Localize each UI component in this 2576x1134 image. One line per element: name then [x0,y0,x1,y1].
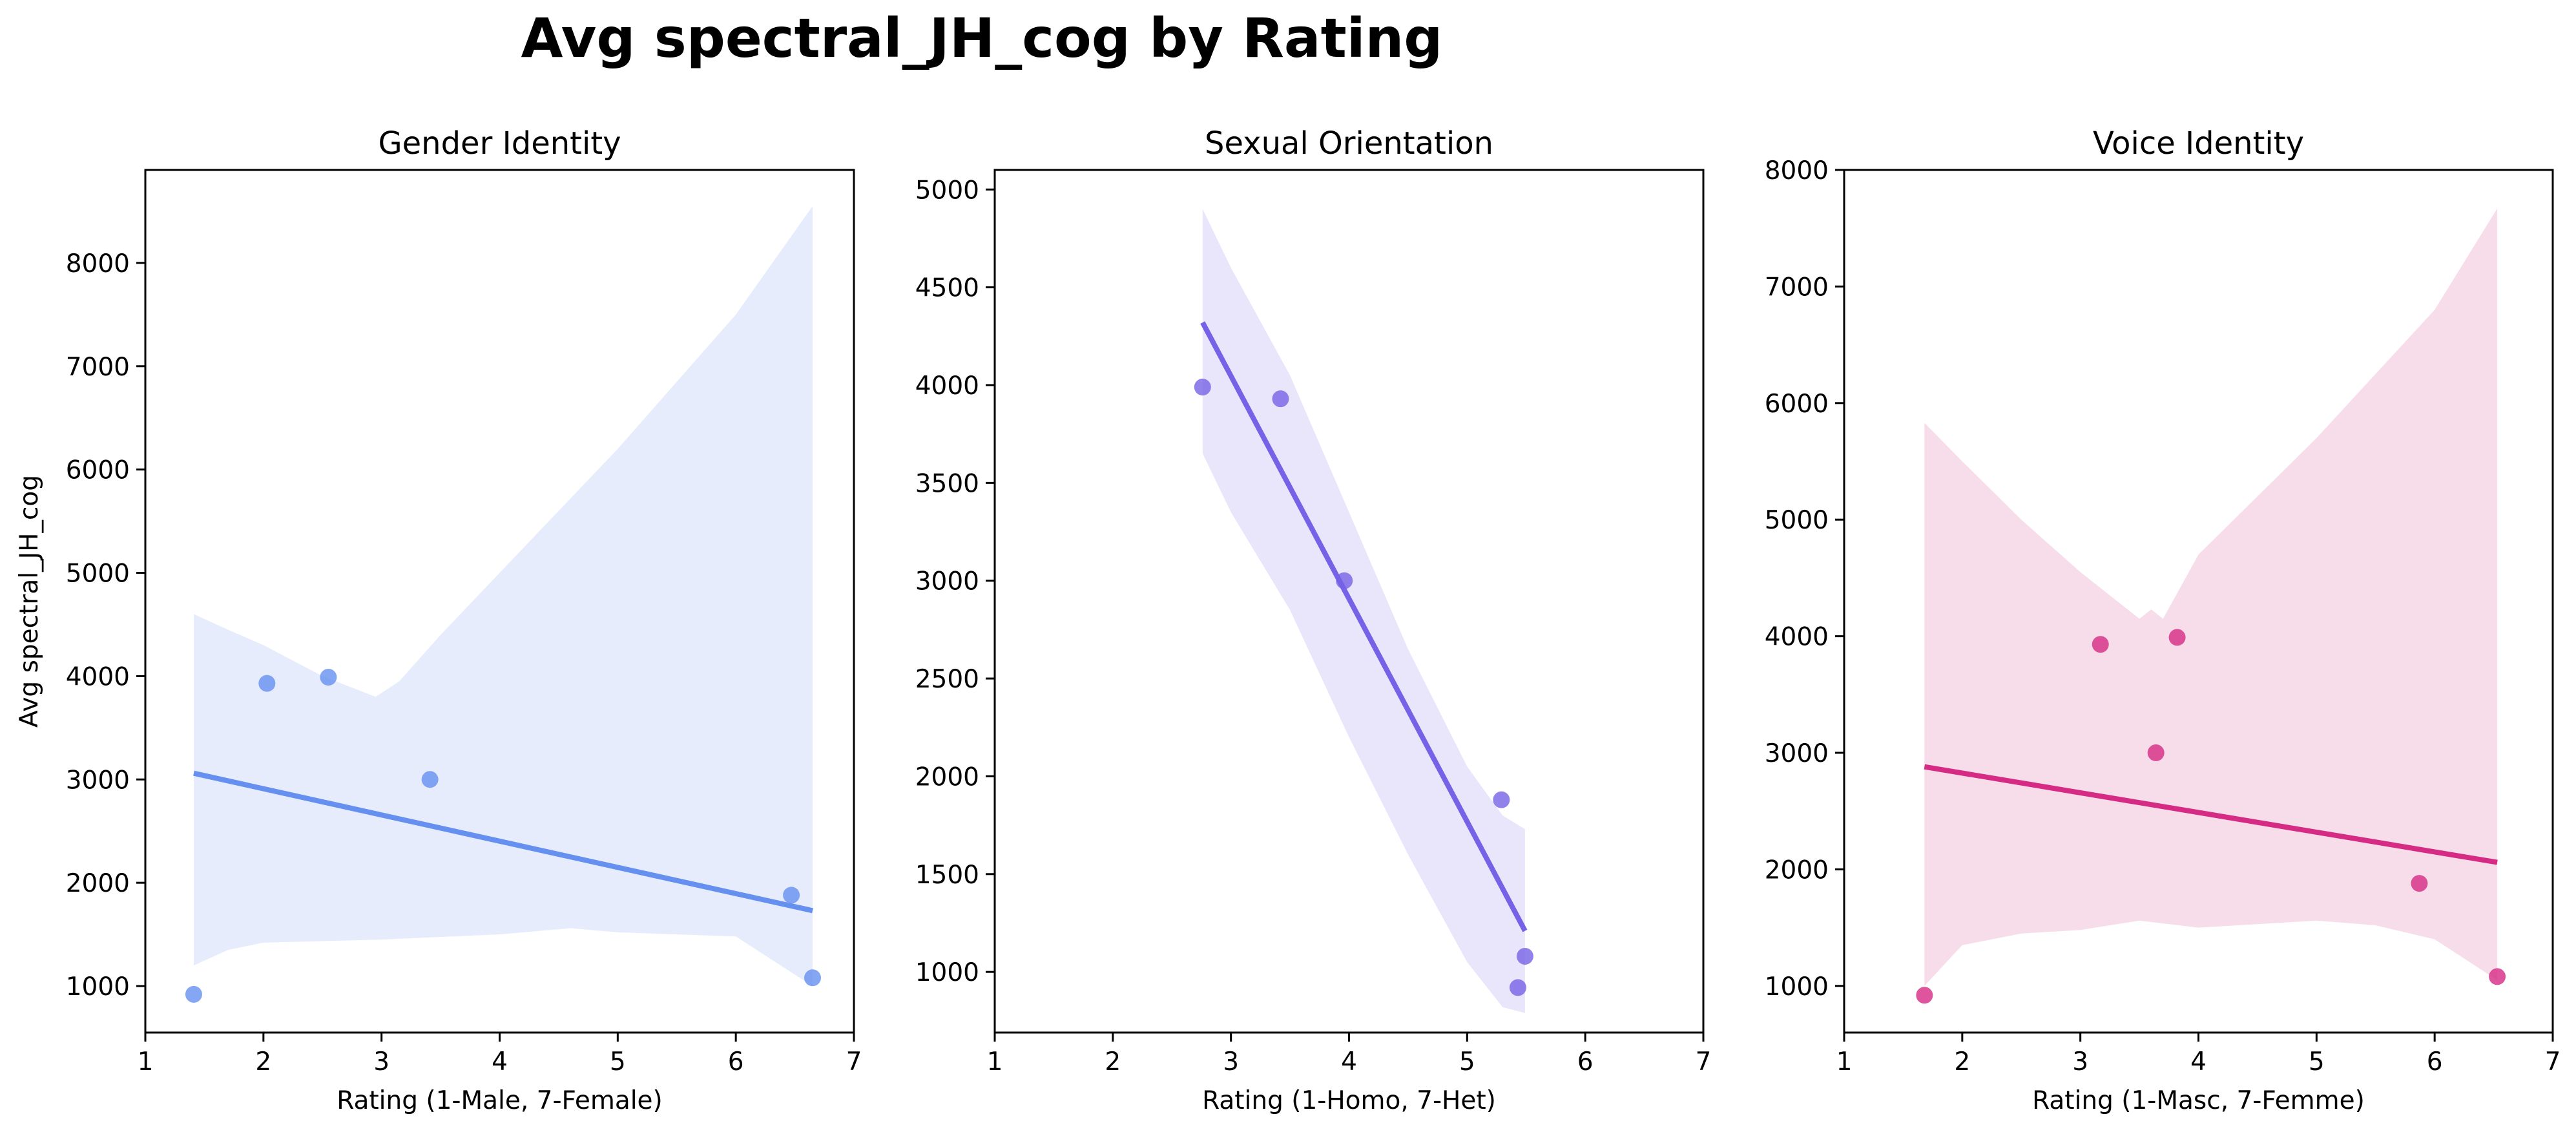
confidence-band [194,206,813,987]
y-tick-label: 3000 [1765,739,1829,768]
x-tick-label: 4 [1341,1047,1357,1076]
x-tick-label: 4 [2190,1047,2207,1076]
y-tick-label: 3000 [915,567,979,596]
data-point [1194,379,1211,396]
x-tick-label: 7 [846,1047,862,1076]
y-tick-label: 1000 [1765,972,1829,1002]
regression-line [193,770,813,914]
data-point [804,969,822,987]
data-point [1516,947,1533,965]
data-point [1493,791,1510,808]
subplot-title: Voice Identity [2093,125,2304,162]
y-tick-label: 3500 [915,469,979,498]
data-point [185,985,202,1003]
y-tick-label: 5000 [915,176,979,205]
x-tick-label: 1 [1836,1047,1853,1076]
confidence-band [1202,209,1525,1013]
y-tick-label: 5000 [66,560,130,589]
x-tick-label: 6 [728,1047,744,1076]
x-tick-label: 5 [2309,1047,2325,1076]
data-point [2147,744,2165,762]
x-tick-label: 4 [492,1047,508,1076]
y-tick-label: 7000 [1765,273,1829,302]
y-tick-label: 4000 [915,372,979,401]
y-tick-label: 2000 [915,762,979,792]
y-tick-label: 4500 [915,274,979,303]
y-tick-label: 4000 [1765,623,1829,652]
chart-panels: 1 2 3 4 5 6 7 1000 2000 3000 4000 5000 6000 7000 8000 G… [15,125,2560,1115]
y-tick-label: 2000 [66,869,130,898]
data-point [421,771,439,788]
panel-1: 1 2 3 4 5 6 7 1000 2000 3000 4000 5000 6000 7000 8000 G… [15,125,862,1115]
y-tick-label: 1000 [915,958,979,987]
y-tick-label: 6000 [1765,390,1829,419]
x-tick-label: 1 [138,1047,154,1076]
x-tick-label: 2 [1954,1047,1970,1076]
x-tick-label: 2 [255,1047,271,1076]
y-tick-label: 2500 [915,665,979,694]
data-point [1272,390,1289,408]
y-tick-label: 8000 [66,249,130,278]
y-tick-label: 1000 [66,972,130,1002]
x-tick-label: 6 [2427,1047,2443,1076]
regression-line [1200,321,1528,932]
data-point [1916,987,1933,1004]
y-tick-label: 1500 [915,861,979,890]
x-tick-label: 3 [1223,1047,1239,1076]
panel-3: 1 2 3 4 5 6 7 1000 2000 3000 4000 5000 6000 7000 8000 V… [1765,125,2561,1115]
x-tick-label: 2 [1105,1047,1121,1076]
regression-line [1924,764,2498,865]
y-tick-label: 2000 [1765,856,1829,885]
x-tick-label: 7 [1696,1047,1712,1076]
subplot-title: Gender Identity [378,125,621,162]
x-tick-label: 5 [610,1047,626,1076]
x-tick-label: 6 [1577,1047,1594,1076]
panel-2: 1 2 3 4 5 6 7 1000 1500 2000 2500 3000 3500 4000 4500 5… [915,125,1712,1115]
data-point [2489,968,2506,985]
data-point [783,887,800,904]
x-tick-label: 3 [2072,1047,2088,1076]
data-point [1509,979,1526,996]
x-tick-label: 7 [2545,1047,2561,1076]
data-point [258,675,276,692]
y-tick-label: 4000 [66,662,130,691]
x-axis-label: Rating (1-Homo, 7-Het) [1202,1086,1496,1115]
y-tick-label: 5000 [1765,506,1829,535]
figure-title: Avg spectral_JH_cog by Rating [521,6,1443,70]
subplot-title: Sexual Orientation [1205,125,1493,162]
x-axis-label: Rating (1-Masc, 7-Femme) [2032,1086,2365,1115]
x-tick-label: 1 [987,1047,1003,1076]
data-point [320,669,337,686]
x-tick-label: 3 [373,1047,390,1076]
y-tick-label: 6000 [66,456,130,485]
y-axis-label: Avg spectral_JH_cog [15,475,44,728]
y-tick-label: 7000 [66,353,130,382]
data-point [2411,875,2428,892]
x-axis-label: Rating (1-Male, 7-Female) [337,1086,663,1115]
data-point [2092,636,2109,653]
x-tick-label: 5 [1459,1047,1475,1076]
y-tick-label: 8000 [1765,156,1829,185]
data-point [1336,572,1353,589]
y-tick-label: 3000 [66,766,130,795]
data-point [2168,629,2186,646]
